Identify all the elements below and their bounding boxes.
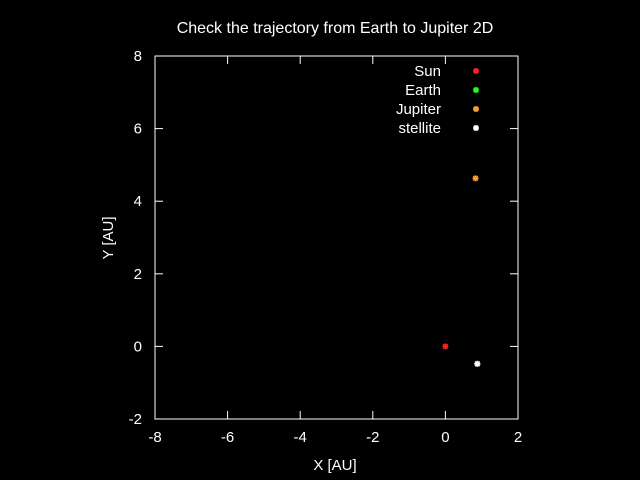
chart-title: Check the trajectory from Earth to Jupit… bbox=[177, 20, 494, 37]
legend-label: Earth bbox=[405, 82, 441, 99]
data-point-sun bbox=[442, 343, 449, 350]
data-point-jupiter bbox=[472, 175, 479, 182]
legend-marker-jupiter bbox=[473, 106, 479, 112]
y-tick-label: 2 bbox=[134, 266, 142, 283]
y-axis-ticks: -2 0 2 4 6 8 bbox=[129, 48, 518, 428]
x-tick-label: -6 bbox=[221, 429, 234, 446]
y-tick-label: 6 bbox=[134, 121, 142, 138]
y-tick-label: 0 bbox=[134, 338, 142, 355]
x-tick-label: 2 bbox=[514, 429, 522, 446]
y-axis-label: Y [AU] bbox=[100, 216, 117, 259]
legend-label: Jupiter bbox=[396, 101, 441, 118]
y-tick-label: 8 bbox=[134, 48, 142, 65]
legend-label: Sun bbox=[414, 63, 441, 80]
legend-label: stellite bbox=[398, 120, 441, 137]
x-axis-ticks: -8 -6 -4 -2 0 2 bbox=[148, 56, 522, 446]
legend-marker-sun bbox=[473, 68, 479, 74]
y-tick-label: -2 bbox=[129, 411, 142, 428]
legend-marker-stellite bbox=[473, 125, 479, 131]
data-points bbox=[442, 175, 481, 367]
legend: Sun Earth Jupiter stellite bbox=[396, 63, 479, 137]
x-tick-label: -8 bbox=[148, 429, 161, 446]
plot-frame bbox=[154, 55, 519, 420]
y-tick-label: 4 bbox=[134, 193, 142, 210]
x-tick-label: 0 bbox=[441, 429, 449, 446]
data-point-stellite bbox=[474, 360, 481, 367]
x-axis-label: X [AU] bbox=[313, 457, 356, 474]
x-tick-label: -2 bbox=[366, 429, 379, 446]
legend-marker-earth bbox=[473, 87, 479, 93]
x-tick-label: -4 bbox=[294, 429, 307, 446]
